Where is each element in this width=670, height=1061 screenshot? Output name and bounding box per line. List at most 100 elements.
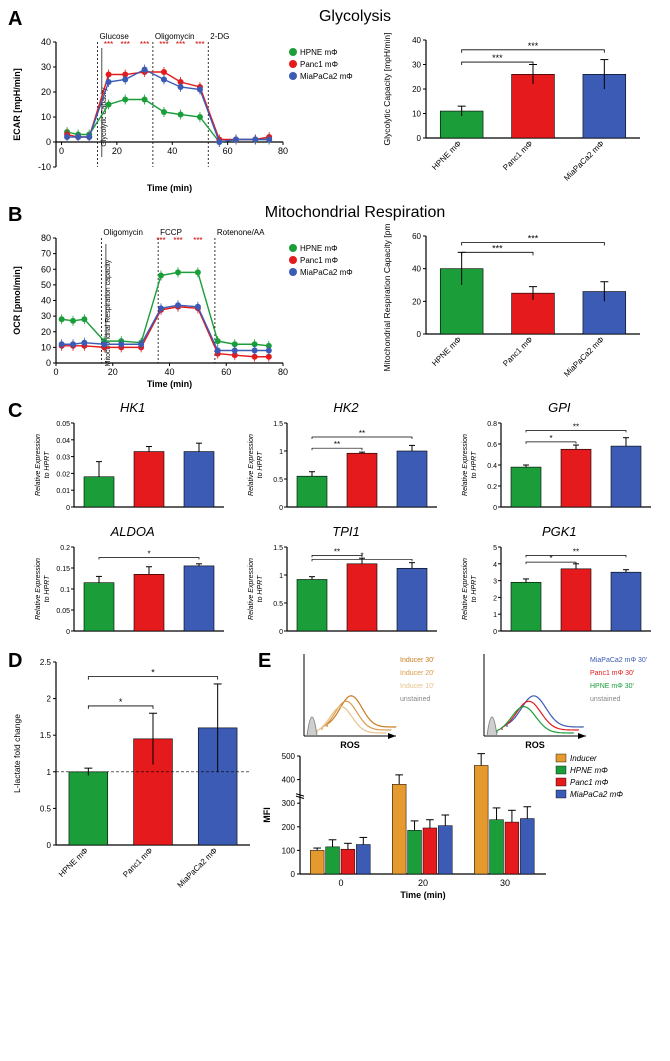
svg-text:***: ***	[492, 243, 503, 253]
svg-text:*: *	[151, 668, 155, 678]
svg-text:0: 0	[66, 629, 70, 636]
svg-text:***: ***	[173, 236, 182, 245]
svg-text:0: 0	[493, 505, 497, 512]
svg-text:20: 20	[108, 367, 118, 377]
panel-e-label: E	[258, 650, 271, 673]
svg-text:70: 70	[41, 249, 51, 259]
svg-text:20: 20	[41, 327, 51, 337]
panel-b-bar-chart: 0204060HPNE mΦPanc1 mΦMiaPaCa2 mΦ******M…	[378, 224, 648, 394]
svg-text:to HPRT: to HPRT	[471, 575, 478, 602]
svg-text:40: 40	[167, 146, 177, 156]
svg-text:*: *	[119, 697, 123, 707]
svg-text:***: ***	[528, 234, 539, 244]
svg-text:**: **	[334, 547, 340, 556]
panel-d-label: D	[8, 650, 22, 673]
svg-text:0: 0	[46, 358, 51, 368]
svg-text:60: 60	[221, 367, 231, 377]
svg-text:OCR [pmol/min]: OCR [pmol/min]	[12, 266, 22, 335]
svg-text:Panc1 mΦ 30': Panc1 mΦ 30'	[590, 670, 634, 677]
svg-text:HPNE mΦ: HPNE mΦ	[300, 48, 338, 57]
svg-text:1: 1	[493, 612, 497, 619]
svg-text:*: *	[147, 550, 150, 559]
svg-text:0: 0	[338, 878, 343, 888]
svg-text:Relative Expression: Relative Expression	[462, 434, 469, 496]
panel-b: B Mitochondrial Respiration 010203040506…	[8, 204, 662, 394]
svg-text:Glycolytic Capacity [mpH/min]: Glycolytic Capacity [mpH/min]	[382, 33, 392, 146]
svg-text:80: 80	[278, 146, 288, 156]
svg-text:MiaPaCa2 mΦ: MiaPaCa2 mΦ	[176, 846, 220, 890]
svg-text:Panc1 mΦ: Panc1 mΦ	[501, 139, 534, 172]
svg-text:0.6: 0.6	[487, 442, 497, 449]
svg-text:MiaPaCa2 mΦ: MiaPaCa2 mΦ	[570, 790, 623, 799]
svg-text:0: 0	[46, 137, 51, 147]
svg-text:1: 1	[279, 449, 283, 456]
svg-text:80: 80	[278, 367, 288, 377]
svg-text:Relative Expression: Relative Expression	[35, 434, 42, 496]
svg-text:0.03: 0.03	[56, 455, 70, 462]
svg-text:40: 40	[412, 265, 421, 274]
svg-text:500: 500	[282, 752, 296, 761]
svg-text:400: 400	[282, 776, 296, 785]
svg-text:Relative Expression: Relative Expression	[462, 558, 469, 620]
svg-text:MFI: MFI	[262, 807, 272, 823]
svg-text:Panc1 mΦ: Panc1 mΦ	[300, 60, 338, 69]
svg-text:***: ***	[193, 236, 202, 245]
svg-text:2: 2	[493, 595, 497, 602]
svg-text:1: 1	[279, 573, 283, 580]
svg-text:0.05: 0.05	[56, 608, 70, 615]
svg-text:20: 20	[412, 297, 421, 306]
svg-text:3: 3	[493, 579, 497, 586]
svg-text:ROS: ROS	[525, 740, 545, 750]
panel-c-label: C	[8, 400, 22, 423]
svg-text:40: 40	[41, 296, 51, 306]
svg-text:to HPRT: to HPRT	[44, 451, 51, 478]
svg-text:Inducer 20': Inducer 20'	[400, 670, 434, 677]
panel-b-line-chart: 01020304050607080020406080OligomycinFCCP…	[8, 224, 378, 394]
svg-text:to HPRT: to HPRT	[257, 575, 264, 602]
svg-text:**: **	[334, 440, 340, 449]
svg-text:40: 40	[164, 367, 174, 377]
svg-text:0: 0	[493, 629, 497, 636]
svg-text:1: 1	[47, 768, 52, 777]
svg-text:10: 10	[412, 110, 421, 119]
svg-text:40: 40	[412, 36, 421, 45]
gene-title: HK2	[243, 400, 448, 415]
svg-text:Panc1 mΦ: Panc1 mΦ	[300, 256, 338, 265]
svg-text:HPNE mΦ: HPNE mΦ	[300, 244, 338, 253]
svg-text:Mitochondrial Respiration Capa: Mitochondrial Respiration Capacity [pmol…	[382, 224, 392, 371]
panel-e-histogram-1: Inducer 30'Inducer 20'Inducer 10'unstain…	[286, 650, 466, 750]
svg-text:to HPRT: to HPRT	[471, 451, 478, 478]
svg-text:Panc1 mΦ: Panc1 mΦ	[570, 778, 609, 787]
svg-text:0.5: 0.5	[274, 601, 284, 608]
svg-text:0.4: 0.4	[487, 463, 497, 470]
svg-text:HPNE mΦ: HPNE mΦ	[57, 846, 90, 879]
svg-text:60: 60	[223, 146, 233, 156]
gene-title: GPI	[457, 400, 662, 415]
svg-text:MiaPaCa2 mΦ: MiaPaCa2 mΦ	[300, 268, 353, 277]
svg-text:to HPRT: to HPRT	[44, 575, 51, 602]
svg-text:ECAR [mpH/min]: ECAR [mpH/min]	[12, 68, 22, 141]
svg-text:***: ***	[176, 40, 185, 49]
svg-text:30: 30	[41, 311, 51, 321]
svg-text:Inducer: Inducer	[570, 754, 597, 763]
svg-text:30: 30	[412, 61, 421, 70]
svg-text:0.2: 0.2	[487, 484, 497, 491]
svg-text:HPNE mΦ: HPNE mΦ	[570, 766, 608, 775]
svg-text:1.5: 1.5	[274, 545, 284, 552]
svg-text:ROS: ROS	[340, 740, 360, 750]
panel-c-chart-pgk1: PGK1012345***Relative Expressionto HPRT	[457, 524, 662, 644]
svg-text:0.04: 0.04	[56, 438, 70, 445]
svg-text:0: 0	[417, 134, 422, 143]
panel-a-title: Glycolysis	[48, 8, 662, 26]
svg-text:0: 0	[59, 146, 64, 156]
svg-text:20: 20	[412, 85, 421, 94]
svg-text:Relative Expression: Relative Expression	[35, 558, 42, 620]
svg-text:0.15: 0.15	[56, 566, 70, 573]
svg-text:2-DG: 2-DG	[210, 32, 229, 41]
svg-text:80: 80	[41, 233, 51, 243]
panel-a: A Glycolysis -10010203040020406080Glucos…	[8, 8, 662, 198]
svg-text:MiaPaCa2 mΦ: MiaPaCa2 mΦ	[562, 335, 606, 379]
svg-text:**: **	[573, 547, 579, 556]
svg-text:to HPRT: to HPRT	[257, 451, 264, 478]
svg-text:0.5: 0.5	[274, 477, 284, 484]
